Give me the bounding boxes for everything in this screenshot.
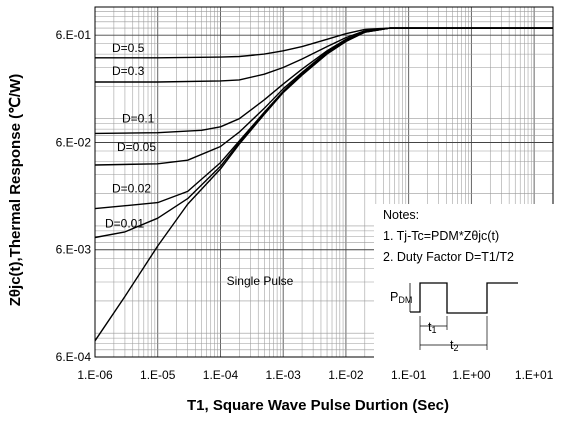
notes-background: [374, 204, 556, 367]
x-tick-label: 1.E-01: [391, 368, 427, 382]
pulse-waveform-inset: PDM t1 t2: [390, 282, 518, 353]
x-axis-title: T1, Square Wave Pulse Durtion (Sec): [187, 397, 449, 414]
notes-line-1: 1. Tj-Tc=PDM*Zθjc(t): [383, 229, 499, 243]
t2-label: t2: [450, 338, 459, 353]
notes-line-2: 2. Duty Factor D=T1/T2: [383, 250, 514, 264]
curve-label-single-pulse: Single Pulse: [227, 274, 294, 288]
t1-label: t1: [428, 320, 437, 335]
curve-labels: D=0.5 D=0.3 D=0.1 D=0.05 D=0.02 D=0.01 Single …: [105, 41, 294, 288]
curve-label-d-0-01: D=0.01: [105, 217, 144, 231]
notes-box: Notes: 1. Tj-Tc=PDM*Zθjc(t) 2. Duty Fact…: [374, 204, 556, 367]
y-tick-label: 6.E-03: [56, 243, 92, 257]
x-tick-label: 1.E+00: [452, 368, 491, 382]
curve-label-d-0-5: D=0.5: [112, 41, 145, 55]
y-tick-labels: 6.E-04 6.E-03 6.E-02 6.E-01: [56, 28, 92, 364]
y-tick-label: 6.E-02: [56, 135, 92, 149]
x-tick-label: 1.E-04: [203, 368, 239, 382]
y-tick-label: 6.E-01: [56, 28, 92, 42]
curve-label-d-0-05: D=0.05: [117, 140, 156, 154]
curve-label-d-0-1: D=0.1: [122, 111, 155, 125]
notes-title: Notes:: [383, 208, 419, 222]
y-axis-title: Zθjc(t),Thermal Response (℃/W): [7, 74, 24, 306]
curve-label-d-0-3: D=0.3: [112, 64, 145, 78]
x-tick-label: 1.E-05: [140, 368, 176, 382]
pulse-waveform: [410, 282, 518, 314]
y-tick-label: 6.E-04: [56, 350, 92, 364]
pdm-label: PDM: [390, 290, 412, 305]
x-tick-label: 1.E-02: [328, 368, 364, 382]
x-tick-label: 1.E-06: [77, 368, 113, 382]
series-line-single-pulse: [94, 27, 553, 342]
plot-frame: [94, 6, 554, 358]
curve-label-d-0-02: D=0.02: [112, 182, 151, 196]
series-lines: [94, 27, 553, 342]
grid: [94, 7, 554, 358]
x-tick-label: 1.E-03: [266, 368, 302, 382]
x-tick-labels: 1.E-06 1.E-05 1.E-04 1.E-03 1.E-02 1.E-01 1.E+…: [77, 368, 553, 382]
x-tick-label: 1.E+01: [515, 368, 554, 382]
